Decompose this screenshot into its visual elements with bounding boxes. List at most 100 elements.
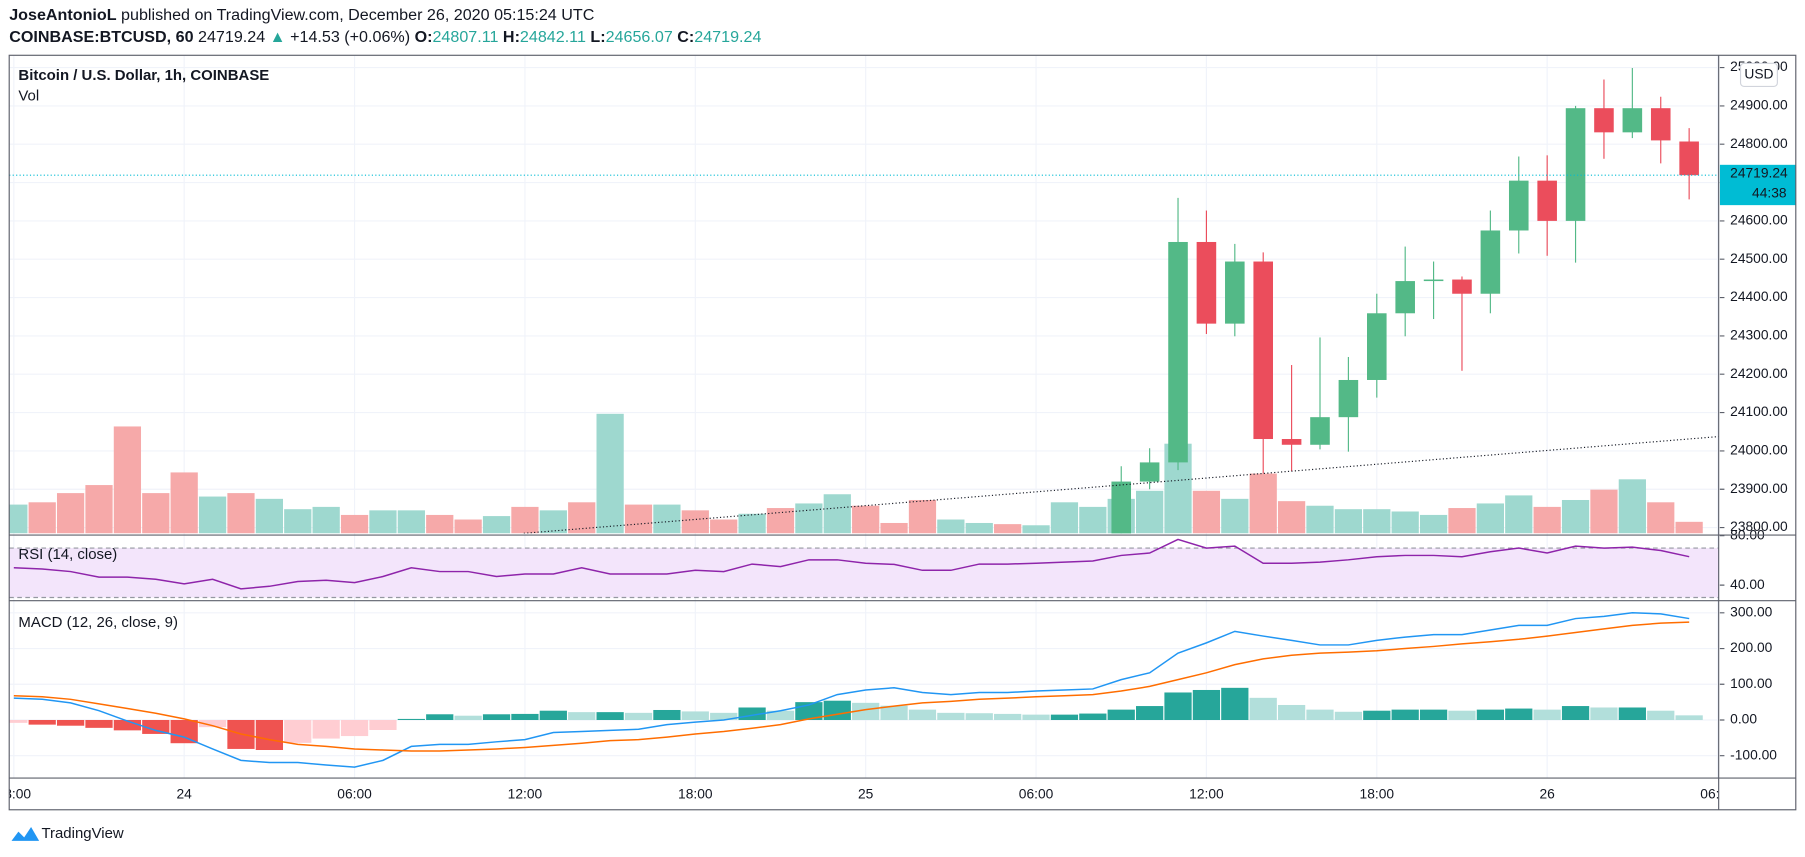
volume-bar <box>1476 503 1504 534</box>
y-tick-label: 80.00 <box>1730 526 1765 542</box>
frame <box>8 54 1797 811</box>
candle-body <box>1423 279 1444 282</box>
histogram-bar <box>852 702 880 720</box>
currency-box[interactable] <box>1739 62 1778 87</box>
volume-bar <box>681 510 709 534</box>
price-pane <box>9 67 1719 534</box>
histogram-bar <box>568 712 596 720</box>
volume-bar <box>965 522 993 534</box>
candle-body <box>1508 180 1529 231</box>
close-label: C: <box>677 28 694 46</box>
histogram-bar <box>624 712 653 720</box>
symbol-line: COINBASE:BTCUSD, 60 24719.24 ▲ +14.53 (+… <box>9 28 761 46</box>
histogram-bar <box>1647 710 1675 720</box>
x-tick-label: 25 <box>858 785 874 801</box>
volume-legend: Vol <box>18 88 39 105</box>
footer-brand[interactable]: TradingView <box>41 825 123 842</box>
footer-logo[interactable]: TradingView <box>11 825 124 842</box>
histogram-bar <box>965 713 993 720</box>
histogram-bar <box>1505 708 1533 720</box>
rsi-line <box>13 538 1690 590</box>
histogram-bar <box>1107 709 1135 720</box>
volume-bar <box>511 506 539 534</box>
volume-bar <box>1391 511 1419 534</box>
candle-body <box>1650 108 1671 141</box>
histogram-bar <box>142 719 170 734</box>
histogram-bar <box>937 712 965 720</box>
volume-bar <box>56 493 85 534</box>
volume-bar <box>1334 509 1363 534</box>
x-tick-label: 12:00 <box>1189 785 1224 801</box>
histogram-bar <box>994 713 1022 720</box>
histogram-bar <box>1306 709 1334 720</box>
volume-bar <box>482 516 511 534</box>
volume-bar <box>852 505 880 534</box>
histogram-bar <box>454 715 482 720</box>
volume-bar <box>994 524 1022 534</box>
trend-line <box>523 435 1719 534</box>
volume-bar <box>142 493 170 534</box>
volume-bar <box>1079 506 1107 534</box>
candle-body <box>1253 261 1273 440</box>
price-axis: 23800.00 23900.00 24000.00 24100.00 24200.00… <box>1719 58 1796 762</box>
y-tick-label: 24600.00 <box>1730 212 1788 228</box>
last-price-box <box>1719 164 1796 206</box>
histogram-bar <box>710 712 738 720</box>
time-axis: 18:00 24 06:00 12:00 18:00 25 06:00 12:00 18:00 2… <box>0 785 1718 801</box>
rsi-band <box>9 548 1719 598</box>
rsi-pane <box>9 538 1719 599</box>
y-tick-label: 24000.00 <box>1730 442 1788 458</box>
signal-line <box>13 621 1690 752</box>
volume-bar <box>1249 473 1277 534</box>
x-tick-label: 24 <box>177 785 193 801</box>
y-tick-label: 100.00 <box>1730 675 1773 691</box>
histogram-bar <box>9 719 28 723</box>
x-tick-label: 18:00 <box>0 785 31 801</box>
y-tick-label: 24100.00 <box>1730 403 1788 419</box>
currency[interactable]: USD <box>1744 66 1773 82</box>
volume-bar <box>880 522 908 534</box>
candle-body <box>1679 141 1699 176</box>
volume-bar <box>1136 490 1164 534</box>
last-price-label: 24719.24 <box>1730 165 1788 181</box>
histogram-bar <box>823 700 851 720</box>
volume-bar <box>85 485 113 534</box>
histogram-bar <box>1277 704 1306 720</box>
volume-bar <box>312 506 340 534</box>
high-value: 24842.11 <box>520 28 586 46</box>
histogram-bar <box>1590 707 1618 720</box>
candle-body <box>1139 462 1160 482</box>
histogram-bar <box>1476 709 1504 720</box>
volume-bar <box>1590 489 1618 534</box>
candle-body <box>1310 417 1330 445</box>
candle-body <box>1622 108 1643 133</box>
volume-bar <box>1561 499 1590 534</box>
histogram-bar <box>653 709 681 720</box>
volume-bar <box>1022 525 1050 534</box>
histogram-bar <box>397 718 425 720</box>
volume-bar <box>908 499 937 534</box>
y-tick-label: 24900.00 <box>1730 97 1788 113</box>
histogram-bar <box>369 719 397 730</box>
x-tick-label: 06:00 <box>337 785 372 801</box>
candle-body <box>1537 180 1557 221</box>
histogram-bar <box>596 712 624 720</box>
candle-body <box>1168 241 1188 463</box>
volume-bar <box>284 509 312 534</box>
main-legend: Bitcoin / U.S. Dollar, 1h, COINBASE <box>18 67 269 84</box>
candle-body <box>1225 261 1245 324</box>
volume-bar <box>28 502 56 534</box>
macd-line <box>13 612 1690 768</box>
rsi-legend: RSI (14, close) <box>18 546 117 563</box>
histogram-bar <box>766 710 795 720</box>
histogram-bar <box>681 711 709 720</box>
histogram-bar <box>1391 709 1419 720</box>
volume-bar <box>1277 501 1306 534</box>
x-tick-label: 18:00 <box>678 785 713 801</box>
candle-body <box>1338 379 1359 418</box>
macd-pane <box>9 612 1703 768</box>
close-value: 24719.24 <box>694 28 761 46</box>
candle-body <box>1367 313 1387 380</box>
volume-bar <box>1675 521 1703 534</box>
candle-body <box>1452 279 1472 294</box>
